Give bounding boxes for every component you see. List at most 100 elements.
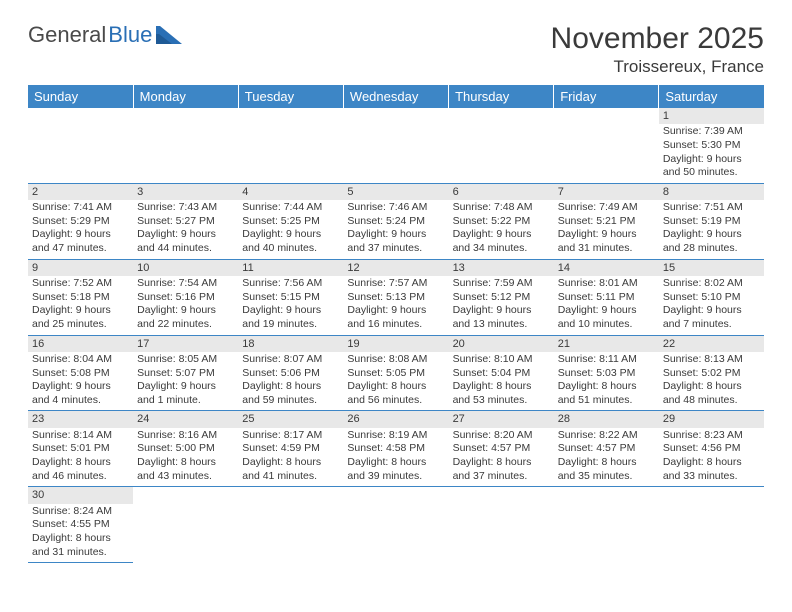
sunset-text: Sunset: 4:59 PM	[242, 442, 339, 456]
sunrise-text: Sunrise: 8:17 AM	[242, 429, 339, 443]
sunset-text: Sunset: 5:21 PM	[558, 215, 655, 229]
daylight-text: Daylight: 9 hours and 34 minutes.	[453, 228, 550, 255]
logo-text-blue: Blue	[108, 22, 152, 48]
sunrise-text: Sunrise: 8:02 AM	[663, 277, 760, 291]
day-info-cell: Sunrise: 8:07 AMSunset: 5:06 PMDaylight:…	[238, 352, 343, 411]
day-number-cell	[238, 487, 343, 504]
sunrise-text: Sunrise: 8:20 AM	[453, 429, 550, 443]
sunset-text: Sunset: 5:08 PM	[32, 367, 129, 381]
day-number-cell: 11	[238, 259, 343, 276]
day-info-cell: Sunrise: 7:56 AMSunset: 5:15 PMDaylight:…	[238, 276, 343, 335]
day-number-cell: 9	[28, 259, 133, 276]
day-info-cell: Sunrise: 8:05 AMSunset: 5:07 PMDaylight:…	[133, 352, 238, 411]
day-info-cell	[133, 504, 238, 563]
day-info-cell: Sunrise: 8:04 AMSunset: 5:08 PMDaylight:…	[28, 352, 133, 411]
daylight-text: Daylight: 8 hours and 37 minutes.	[453, 456, 550, 483]
daylight-text: Daylight: 9 hours and 40 minutes.	[242, 228, 339, 255]
sunrise-text: Sunrise: 8:04 AM	[32, 353, 129, 367]
daynum-row: 16171819202122	[28, 335, 764, 352]
day-info-cell: Sunrise: 8:14 AMSunset: 5:01 PMDaylight:…	[28, 428, 133, 487]
sunrise-text: Sunrise: 8:14 AM	[32, 429, 129, 443]
sunset-text: Sunset: 5:16 PM	[137, 291, 234, 305]
day-info-cell	[343, 504, 448, 563]
sunrise-text: Sunrise: 8:19 AM	[347, 429, 444, 443]
day-number-cell	[343, 487, 448, 504]
month-title: November 2025	[551, 22, 764, 55]
sunset-text: Sunset: 5:25 PM	[242, 215, 339, 229]
day-info-cell	[238, 504, 343, 563]
title-block: November 2025 Troissereux, France	[551, 22, 764, 77]
daylight-text: Daylight: 8 hours and 41 minutes.	[242, 456, 339, 483]
day-number-cell	[133, 487, 238, 504]
daylight-text: Daylight: 8 hours and 43 minutes.	[137, 456, 234, 483]
sunrise-text: Sunrise: 8:11 AM	[558, 353, 655, 367]
sunrise-text: Sunrise: 7:46 AM	[347, 201, 444, 215]
day-info-cell: Sunrise: 7:54 AMSunset: 5:16 PMDaylight:…	[133, 276, 238, 335]
sunrise-text: Sunrise: 7:57 AM	[347, 277, 444, 291]
sunrise-text: Sunrise: 7:44 AM	[242, 201, 339, 215]
day-number-cell: 8	[659, 183, 764, 200]
day-info-cell: Sunrise: 8:11 AMSunset: 5:03 PMDaylight:…	[554, 352, 659, 411]
sunset-text: Sunset: 5:07 PM	[137, 367, 234, 381]
info-row: Sunrise: 8:24 AMSunset: 4:55 PMDaylight:…	[28, 504, 764, 563]
day-info-cell	[659, 504, 764, 563]
day-info-cell: Sunrise: 8:19 AMSunset: 4:58 PMDaylight:…	[343, 428, 448, 487]
logo-text-gray: General	[28, 22, 106, 48]
day-number-cell: 7	[554, 183, 659, 200]
sunrise-text: Sunrise: 8:22 AM	[558, 429, 655, 443]
sunset-text: Sunset: 5:18 PM	[32, 291, 129, 305]
daynum-row: 1	[28, 108, 764, 124]
day-number-cell	[28, 108, 133, 124]
day-info-cell	[554, 124, 659, 183]
sunrise-text: Sunrise: 7:52 AM	[32, 277, 129, 291]
weekday-header-row: SundayMondayTuesdayWednesdayThursdayFrid…	[28, 85, 764, 108]
day-info-cell: Sunrise: 7:41 AMSunset: 5:29 PMDaylight:…	[28, 200, 133, 259]
sunrise-text: Sunrise: 7:48 AM	[453, 201, 550, 215]
day-number-cell: 29	[659, 411, 764, 428]
weekday-header: Thursday	[449, 85, 554, 108]
sunrise-text: Sunrise: 7:51 AM	[663, 201, 760, 215]
daylight-text: Daylight: 9 hours and 4 minutes.	[32, 380, 129, 407]
day-number-cell: 15	[659, 259, 764, 276]
daylight-text: Daylight: 9 hours and 31 minutes.	[558, 228, 655, 255]
info-row: Sunrise: 7:52 AMSunset: 5:18 PMDaylight:…	[28, 276, 764, 335]
sunrise-text: Sunrise: 8:01 AM	[558, 277, 655, 291]
day-info-cell: Sunrise: 7:44 AMSunset: 5:25 PMDaylight:…	[238, 200, 343, 259]
sunset-text: Sunset: 5:10 PM	[663, 291, 760, 305]
sunrise-text: Sunrise: 8:23 AM	[663, 429, 760, 443]
daylight-text: Daylight: 9 hours and 25 minutes.	[32, 304, 129, 331]
daylight-text: Daylight: 8 hours and 51 minutes.	[558, 380, 655, 407]
day-info-cell	[238, 124, 343, 183]
weekday-header: Tuesday	[238, 85, 343, 108]
day-info-cell: Sunrise: 8:16 AMSunset: 5:00 PMDaylight:…	[133, 428, 238, 487]
daylight-text: Daylight: 8 hours and 46 minutes.	[32, 456, 129, 483]
sunrise-text: Sunrise: 7:43 AM	[137, 201, 234, 215]
daynum-row: 23242526272829	[28, 411, 764, 428]
day-info-cell	[449, 124, 554, 183]
sunset-text: Sunset: 4:58 PM	[347, 442, 444, 456]
day-number-cell	[133, 108, 238, 124]
day-number-cell: 10	[133, 259, 238, 276]
logo: GeneralBlue	[28, 22, 182, 48]
day-info-cell	[449, 504, 554, 563]
sunset-text: Sunset: 5:19 PM	[663, 215, 760, 229]
weekday-header: Sunday	[28, 85, 133, 108]
sunrise-text: Sunrise: 7:56 AM	[242, 277, 339, 291]
day-info-cell: Sunrise: 8:23 AMSunset: 4:56 PMDaylight:…	[659, 428, 764, 487]
day-info-cell: Sunrise: 7:39 AMSunset: 5:30 PMDaylight:…	[659, 124, 764, 183]
sunrise-text: Sunrise: 7:39 AM	[663, 125, 760, 139]
day-number-cell	[449, 487, 554, 504]
day-number-cell: 17	[133, 335, 238, 352]
day-number-cell: 14	[554, 259, 659, 276]
day-info-cell	[28, 124, 133, 183]
day-info-cell: Sunrise: 8:10 AMSunset: 5:04 PMDaylight:…	[449, 352, 554, 411]
day-info-cell: Sunrise: 7:49 AMSunset: 5:21 PMDaylight:…	[554, 200, 659, 259]
sunset-text: Sunset: 5:11 PM	[558, 291, 655, 305]
sunrise-text: Sunrise: 8:07 AM	[242, 353, 339, 367]
sunrise-text: Sunrise: 8:13 AM	[663, 353, 760, 367]
logo-flag-icon	[156, 26, 182, 44]
daylight-text: Daylight: 8 hours and 39 minutes.	[347, 456, 444, 483]
sunrise-text: Sunrise: 8:24 AM	[32, 505, 129, 519]
daylight-text: Daylight: 9 hours and 22 minutes.	[137, 304, 234, 331]
day-number-cell: 2	[28, 183, 133, 200]
